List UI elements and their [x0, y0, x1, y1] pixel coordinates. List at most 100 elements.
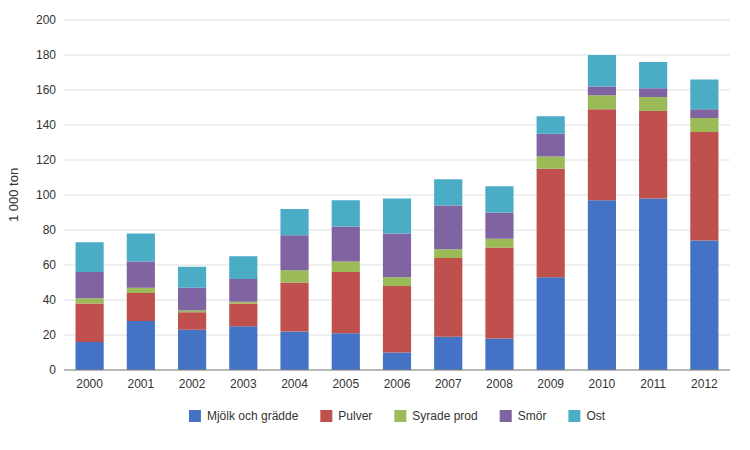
bar — [229, 304, 257, 327]
bar — [280, 209, 308, 235]
bar — [383, 286, 411, 353]
bar — [178, 312, 206, 330]
y-tick-label: 200 — [36, 13, 56, 27]
bar — [332, 227, 360, 262]
legend-item: Ost — [568, 409, 605, 423]
bar — [537, 277, 565, 370]
y-tick-label: 40 — [43, 293, 57, 307]
grid-line — [64, 90, 730, 91]
bar — [332, 333, 360, 370]
bar — [639, 88, 667, 97]
bar — [639, 97, 667, 111]
bar — [178, 330, 206, 370]
bar — [383, 234, 411, 278]
y-tick-label: 180 — [36, 48, 56, 62]
bar — [690, 132, 718, 241]
bar — [434, 258, 462, 337]
grid-line — [64, 125, 730, 126]
bar — [332, 272, 360, 333]
grid-line — [64, 160, 730, 161]
grid-line — [64, 55, 730, 56]
legend-swatch — [320, 410, 332, 422]
bar — [537, 116, 565, 134]
x-tick-label: 2009 — [537, 377, 564, 391]
grid — [64, 20, 730, 370]
bar — [588, 55, 616, 87]
bar — [280, 270, 308, 282]
bar — [178, 288, 206, 311]
legend-swatch — [394, 410, 406, 422]
legend-item: Pulver — [320, 409, 372, 423]
bar — [280, 332, 308, 371]
legend-swatch — [500, 410, 512, 422]
bar — [127, 321, 155, 370]
legend-item: Mjölk och grädde — [189, 409, 299, 423]
grid-line — [64, 370, 730, 371]
bar — [434, 337, 462, 370]
legend-item: Syrade prod — [394, 409, 477, 423]
bar — [280, 235, 308, 270]
bar — [588, 95, 616, 109]
bar — [690, 118, 718, 132]
grid-line — [64, 20, 730, 21]
bar — [485, 248, 513, 339]
legend-swatch — [189, 410, 201, 422]
bar — [537, 134, 565, 157]
bar — [332, 200, 360, 226]
bar — [537, 157, 565, 169]
x-tick-label: 2004 — [281, 377, 308, 391]
bar — [76, 304, 104, 343]
x-tick-label: 2006 — [384, 377, 411, 391]
bar — [178, 311, 206, 313]
y-tick-label: 120 — [36, 153, 56, 167]
bar — [588, 87, 616, 96]
legend-label: Syrade prod — [412, 409, 477, 423]
bar — [588, 109, 616, 200]
bars — [76, 55, 719, 370]
x-tick-label: 2005 — [332, 377, 359, 391]
legend-label: Smör — [518, 409, 547, 423]
bar — [485, 213, 513, 239]
bar — [332, 262, 360, 273]
y-tick-label: 100 — [36, 188, 56, 202]
bar — [127, 293, 155, 321]
bar — [127, 262, 155, 288]
bar — [639, 199, 667, 371]
bar — [76, 242, 104, 272]
y-tick-label: 20 — [43, 328, 57, 342]
x-tick-label: 2002 — [179, 377, 206, 391]
bar — [485, 339, 513, 371]
bar — [434, 206, 462, 250]
bar — [690, 109, 718, 118]
bar — [485, 239, 513, 248]
bar — [127, 288, 155, 293]
x-tick-label: 2011 — [640, 377, 666, 391]
bar — [280, 283, 308, 332]
bar — [537, 169, 565, 278]
legend-swatch — [568, 410, 580, 422]
x-axis-line — [64, 370, 730, 371]
bar — [76, 298, 104, 303]
bar — [690, 241, 718, 371]
bar — [434, 249, 462, 258]
bar — [127, 234, 155, 262]
bar — [229, 279, 257, 302]
bar — [229, 302, 257, 304]
legend-label: Ost — [586, 409, 605, 423]
y-tick-label: 60 — [43, 258, 57, 272]
x-tick-label: 2001 — [127, 377, 154, 391]
bar — [383, 199, 411, 234]
bar — [229, 256, 257, 279]
y-tick-label: 140 — [36, 118, 56, 132]
bar — [178, 267, 206, 288]
bar — [76, 342, 104, 370]
chart-svg: 0204060801001201401601802002000200120022… — [0, 0, 750, 450]
legend-label: Pulver — [338, 409, 372, 423]
chart-container: 0204060801001201401601802002000200120022… — [0, 0, 750, 450]
bar — [588, 200, 616, 370]
y-tick-label: 0 — [49, 363, 56, 377]
bar — [434, 179, 462, 205]
x-tick-label: 2012 — [691, 377, 718, 391]
grid-line — [64, 195, 730, 196]
legend-item: Smör — [500, 409, 547, 423]
